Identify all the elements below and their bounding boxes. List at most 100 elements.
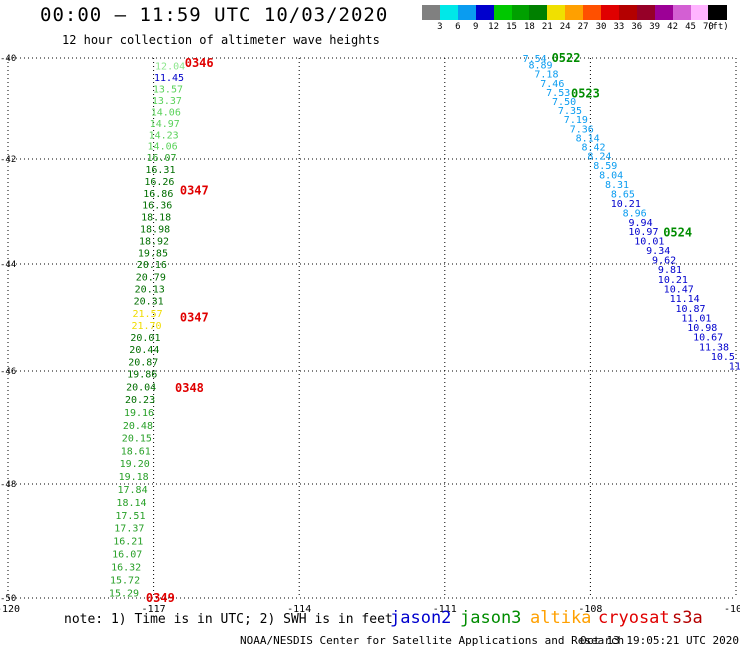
legend-label: 21 <box>541 22 553 32</box>
swh-value: 17.51 <box>115 511 145 522</box>
swh-value: 14.97 <box>150 119 180 130</box>
swh-value: 15.72 <box>110 575 140 586</box>
legend-label: 33 <box>613 22 625 32</box>
swh-value: 10.97 <box>628 227 658 238</box>
swh-value: 20.31 <box>134 297 164 308</box>
swh-value: 20.79 <box>136 272 166 283</box>
legend-label: 18 <box>523 22 535 32</box>
y-tick-label: -40 <box>0 54 16 64</box>
swh-value: 16.86 <box>143 189 173 200</box>
swh-value: 7.53 <box>546 88 570 99</box>
swh-value: 17.37 <box>114 524 144 535</box>
swh-value: 20.13 <box>135 285 165 296</box>
y-tick-label: -46 <box>0 367 16 377</box>
x-tick-label: -108 <box>578 604 602 615</box>
swh-value: 16.07 <box>146 153 176 164</box>
swh-value: 19.85 <box>138 248 168 259</box>
swh-value: 8.31 <box>605 180 629 191</box>
swh-value: 12.04 <box>155 62 185 73</box>
x-tick-label: -120 <box>0 604 20 615</box>
legend-label: 42 <box>667 22 679 32</box>
legend-swatch <box>511 5 530 20</box>
swh-value: 20.15 <box>122 434 152 445</box>
swh-value: 16.32 <box>111 562 141 573</box>
y-tick-label: -50 <box>0 594 16 604</box>
swh-value: 11.45 <box>154 73 184 84</box>
swh-value: 7.36 <box>570 124 594 135</box>
swh-value: 14.23 <box>149 130 179 141</box>
y-tick-label: -42 <box>0 155 16 165</box>
swh-value: 10.01 <box>634 237 664 248</box>
swh-value: 7.50 <box>552 97 576 108</box>
swh-value: 7.35 <box>558 106 582 117</box>
time-label: 0524 <box>663 226 692 240</box>
legend-unit: (ft) <box>707 22 729 32</box>
swh-value: 8.04 <box>599 170 623 181</box>
satellite-name: jason2 <box>390 608 452 628</box>
x-tick-label: -114 <box>287 604 311 615</box>
swh-value: 14.06 <box>148 142 178 153</box>
legend-swatch <box>583 5 602 20</box>
swh-value: 8.65 <box>611 189 635 200</box>
swh-value: 7.46 <box>540 79 564 90</box>
satellite-name: s3a <box>672 608 703 628</box>
swh-value: 10.21 <box>658 275 688 286</box>
swh-value: 9.34 <box>646 246 670 257</box>
swh-value: 10.5 <box>711 352 735 363</box>
legend-swatch <box>547 5 566 20</box>
legend-label: 45 <box>685 22 696 32</box>
legend-label: 36 <box>631 22 643 32</box>
swh-value: 9.94 <box>629 218 653 229</box>
map-subtitle: 12 hour collection of altimeter wave hei… <box>62 33 380 47</box>
swh-value: 9.62 <box>652 256 676 267</box>
swh-value: 18.18 <box>141 213 171 224</box>
swh-value: 15.29 <box>109 588 139 599</box>
legend-label: 12 <box>488 22 500 32</box>
legend-label: 30 <box>595 22 607 32</box>
swh-value: 10.98 <box>687 323 717 334</box>
swh-value: 7.54 <box>523 54 547 65</box>
swh-value: 18.14 <box>116 498 146 509</box>
swh-value: 19.86 <box>127 370 157 381</box>
swh-value: 18.61 <box>121 446 151 457</box>
swh-value: 10.47 <box>664 284 694 295</box>
swh-value: 16.21 <box>113 537 143 548</box>
swh-value: 11.01 <box>681 313 711 324</box>
legend-swatch <box>493 5 512 20</box>
swh-value: 20.04 <box>126 382 156 393</box>
legend-label: 27 <box>577 22 589 32</box>
swh-value: 20.87 <box>128 357 158 368</box>
swh-value: 8.89 <box>529 61 553 72</box>
credit-text: NOAA/NESDIS Center for Satellite Applica… <box>240 634 625 647</box>
legend-swatch <box>601 5 620 20</box>
time-label: 0522 <box>552 51 581 65</box>
swh-value: 11 <box>729 362 740 373</box>
timestamp-text: Oct 13 19:05:21 UTC 2020 <box>580 634 739 647</box>
legend-label: 24 <box>559 22 571 32</box>
legend-label: 70 <box>702 22 714 32</box>
swh-value: 13.57 <box>153 84 183 95</box>
legend-label: 39 <box>649 22 661 32</box>
legend-label: 9 <box>472 22 479 32</box>
legend-swatch <box>457 5 477 20</box>
swh-value: 20.44 <box>129 345 159 356</box>
swh-value: 10.67 <box>693 333 723 344</box>
satellite-name: jason3 <box>460 608 522 628</box>
swh-value: 19.20 <box>120 459 150 470</box>
legend-label: 3 <box>437 22 443 32</box>
map-title: 00:00 – 11:59 UTC 10/03/2020 <box>40 4 389 26</box>
time-label: 0347 <box>180 311 209 325</box>
legend-swatch <box>690 5 709 20</box>
legend-swatch <box>708 5 727 20</box>
swh-value: 10.87 <box>675 304 705 315</box>
swh-value: 21.70 <box>131 321 161 332</box>
swh-value: 7.19 <box>564 115 588 126</box>
legend-swatch <box>529 5 548 20</box>
legend-swatch <box>565 5 584 20</box>
note-text: note: 1) Time is in UTC; 2) SWH is in fe… <box>64 612 393 627</box>
time-label: 0523 <box>571 86 600 100</box>
swh-value: 18.98 <box>140 225 170 236</box>
x-tick-label: -111 <box>433 604 457 615</box>
legend-swatch <box>654 5 674 20</box>
